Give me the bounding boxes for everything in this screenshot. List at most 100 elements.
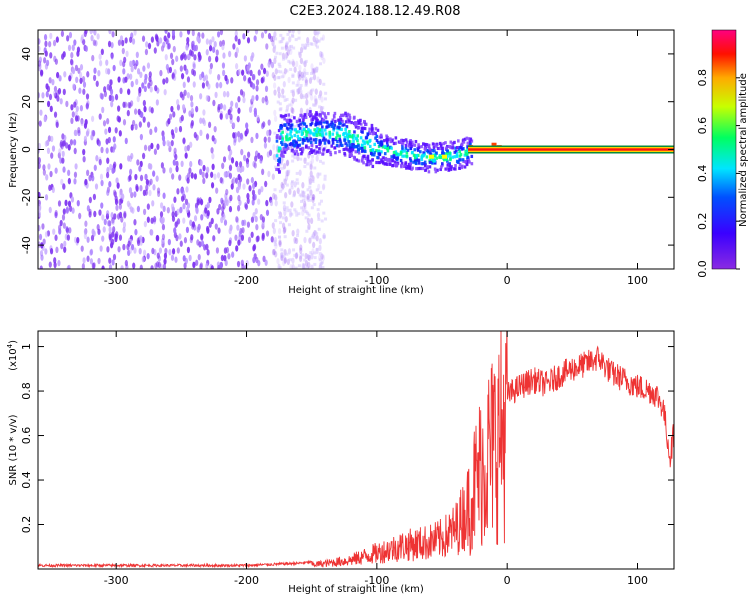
heatmap-noise-cell — [170, 139, 174, 147]
heatmap-signal-cell — [463, 165, 467, 169]
heatmap-noise-cell — [301, 74, 305, 78]
heatmap-noise-cell — [138, 121, 142, 128]
heatmap-noise-cell — [93, 30, 97, 36]
heatmap-noise-cell — [53, 261, 57, 269]
heatmap-noise-cell — [62, 166, 66, 173]
heatmap-noise-cell — [96, 137, 100, 145]
heatmap-noise-cell — [281, 216, 285, 220]
heatmap-signal-cell — [430, 160, 434, 164]
heatmap-noise-cell — [81, 263, 85, 269]
figure-title: C2E3.2024.188.12.49.R08 — [289, 4, 460, 19]
heatmap-noise-cell — [285, 69, 289, 73]
heatmap-signal-cell — [305, 137, 309, 141]
heatmap-signal-cell — [413, 156, 417, 160]
heatmap-signal-cell — [451, 146, 455, 150]
heatmap-noise-cell — [193, 215, 198, 222]
heatmap-signal-cell — [423, 164, 427, 168]
heatmap-noise-cell — [89, 258, 94, 265]
heatmap-noise-cell — [312, 241, 316, 249]
heatmap-noise-cell — [72, 83, 76, 90]
heatmap-noise-cell — [243, 75, 247, 82]
heatmap-noise-cell — [303, 157, 307, 161]
heatmap-noise-cell — [272, 248, 276, 256]
heatmap-noise-cell — [291, 180, 295, 184]
heatmap-noise-cell — [320, 96, 324, 103]
heatmap-noise-cell — [43, 57, 47, 64]
heatmap-signal-cell — [413, 143, 417, 147]
heatmap-noise-cell — [254, 155, 258, 162]
heatmap-noise-cell — [313, 230, 317, 234]
heatmap-noise-cell — [235, 63, 239, 70]
heatmap-signal-cell — [406, 148, 410, 152]
heatmap-noise-cell — [70, 52, 74, 59]
heatmap-noise-cell — [241, 165, 245, 173]
heatmap-noise-cell — [190, 234, 194, 241]
heatmap-noise-cell — [73, 139, 77, 146]
heatmap-noise-cell — [278, 266, 282, 269]
heatmap-noise-cell — [130, 60, 134, 68]
heatmap-noise-cell — [298, 169, 302, 176]
heatmap-noise-cell — [196, 226, 200, 233]
heatmap-noise-cell — [251, 189, 256, 196]
heatmap-signal-cell — [278, 170, 281, 174]
heatmap-noise-cell — [305, 265, 309, 269]
heatmap-noise-cell — [283, 207, 287, 211]
heatmap-noise-cell — [220, 197, 224, 204]
heatmap-noise-cell — [156, 187, 161, 194]
heatmap-noise-cell — [151, 200, 155, 207]
heatmap-noise-cell — [143, 220, 147, 228]
heatmap-noise-cell — [217, 74, 221, 81]
heatmap-noise-cell — [265, 209, 270, 216]
heatmap-signal-cell — [308, 114, 312, 118]
heatmap-signal-cell — [283, 150, 287, 154]
heatmap-noise-cell — [100, 93, 104, 100]
heatmap-signal-cell — [309, 137, 313, 141]
heatmap-noise-cell — [141, 152, 146, 160]
heatmap-noise-cell — [48, 184, 52, 192]
heatmap-signal-cell — [416, 153, 420, 158]
heatmap-signal-cell — [277, 159, 281, 163]
heatmap-signal-cell — [429, 152, 433, 156]
heatmap-noise-cell — [55, 36, 59, 43]
heatmap-noise-cell — [206, 201, 210, 209]
heatmap-signal-cell — [348, 149, 351, 153]
heatmap-signal-cell — [338, 134, 342, 138]
heatmap-signal-cell — [419, 150, 422, 154]
heatmap-signal-cell — [451, 155, 455, 159]
heatmap-signal-cell — [346, 148, 350, 152]
heatmap-noise-cell — [112, 136, 116, 143]
heatmap-signal-cell — [385, 141, 389, 145]
heatmap-noise-cell — [221, 62, 226, 69]
heatmap-noise-cell — [130, 124, 134, 131]
heatmap-noise-cell — [274, 55, 278, 59]
heatmap-noise-cell — [122, 226, 126, 233]
heatmap-signal-cell — [316, 150, 319, 154]
heatmap-signal-cell — [279, 114, 283, 118]
heatmap-noise-cell — [296, 228, 300, 235]
heatmap-noise-cell — [38, 203, 42, 211]
heatmap-noise-cell — [264, 180, 268, 188]
heatmap-noise-cell — [270, 61, 275, 69]
heatmap-noise-cell — [285, 159, 289, 167]
heatmap-noise-cell — [303, 236, 307, 244]
heatmap-noise-cell — [210, 171, 214, 178]
heatmap-signal-cell — [384, 156, 388, 161]
heatmap-noise-cell — [49, 105, 53, 113]
heatmap-noise-cell — [304, 216, 308, 220]
heatmap-noise-cell — [84, 220, 88, 227]
heatmap-noise-cell — [120, 265, 124, 269]
heatmap-noise-cell — [147, 82, 151, 89]
heatmap-signal-cell — [290, 127, 294, 131]
heatmap-signal-cell — [369, 161, 373, 166]
heatmap-noise-cell — [101, 235, 105, 242]
heatmap-noise-cell — [51, 186, 55, 194]
snr-y-scale: (x104) — [6, 340, 19, 371]
heatmap-signal-cell — [368, 127, 371, 131]
heatmap-noise-cell — [75, 76, 79, 84]
heatmap-noise-cell — [216, 261, 221, 268]
heatmap-noise-cell — [142, 249, 147, 257]
heatmap-noise-cell — [201, 71, 205, 78]
heatmap-noise-cell — [139, 184, 143, 192]
heatmap-signal-cell — [314, 129, 318, 134]
heatmap-signal-cell — [426, 165, 429, 169]
